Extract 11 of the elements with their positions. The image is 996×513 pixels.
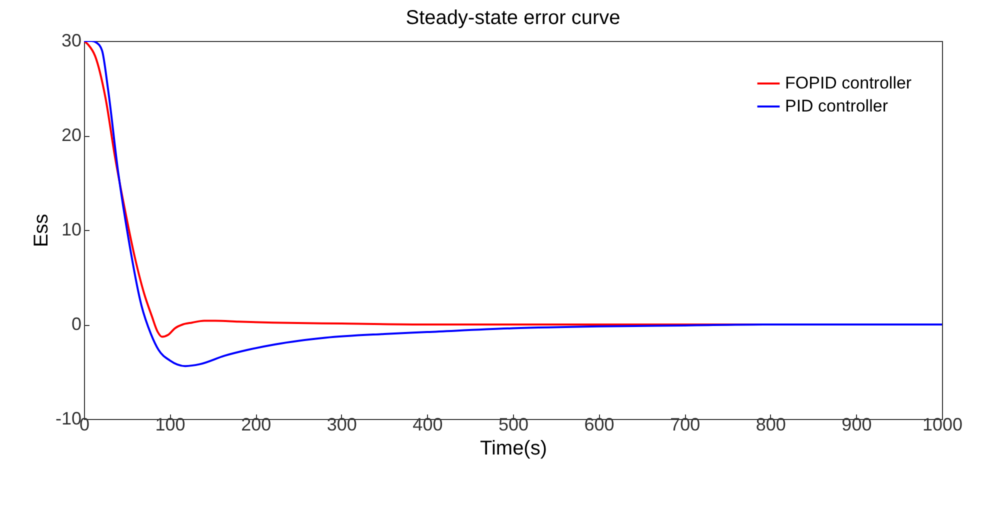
y-tick-label: -10	[55, 408, 82, 428]
x-axis-title: Time(s)	[480, 438, 548, 460]
legend-label: FOPID controller	[785, 74, 912, 92]
y-tick-label: 30	[61, 30, 82, 50]
legend-label: PID controller	[785, 96, 888, 116]
x-tick-label: 1000	[922, 414, 963, 434]
y-axis-title: Ess	[30, 214, 52, 248]
chart-title: Steady-state error curve	[406, 7, 620, 29]
y-tick-label: 10	[61, 220, 82, 240]
y-tick-label: 0	[71, 314, 82, 334]
y-tick-label: 20	[61, 125, 82, 145]
